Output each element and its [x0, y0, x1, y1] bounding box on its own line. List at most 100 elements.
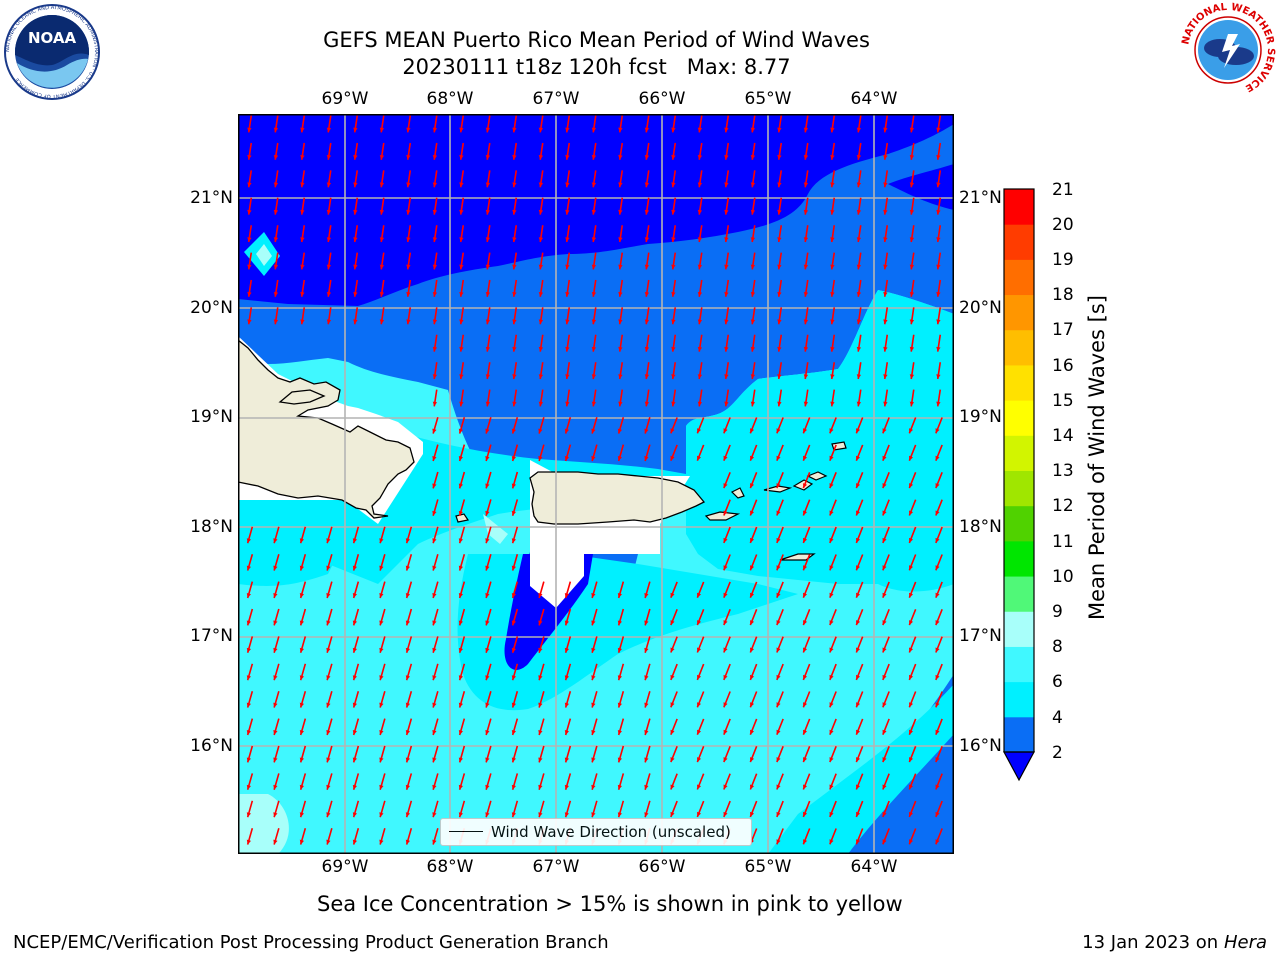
wind-wave-arrow-head	[300, 264, 305, 270]
wind-wave-arrow-head	[909, 209, 915, 215]
wind-wave-arrow-head	[352, 784, 357, 790]
wind-wave-arrow-head	[379, 319, 385, 325]
wind-wave-arrow-head	[855, 839, 861, 845]
wind-wave-arrow-head	[670, 729, 675, 735]
wind-wave-arrow-head	[565, 155, 570, 160]
wind-wave-arrow-head	[777, 319, 782, 325]
colorbar-band	[1004, 224, 1034, 260]
wind-wave-arrow-head	[299, 702, 304, 708]
wind-wave-arrow-head	[538, 812, 543, 818]
wind-wave-arrow-head	[750, 292, 756, 297]
wind-wave-arrow-head	[936, 401, 941, 407]
wind-wave-arrow-head	[485, 730, 490, 735]
wind-wave-arrow-head	[617, 730, 622, 735]
wind-wave-arrow-head	[511, 510, 516, 516]
wind-wave-arrow-head	[882, 839, 887, 845]
colorbar-band	[1004, 576, 1034, 612]
colorbar-band	[1004, 435, 1034, 471]
cbar-tick-15: 15	[1052, 391, 1074, 411]
wind-wave-arrow-head	[432, 620, 437, 626]
wind-wave-arrow-head	[379, 155, 385, 160]
wind-wave-arrow-head	[644, 675, 649, 681]
wind-wave-arrow-head	[405, 538, 410, 544]
wind-wave-arrow-head	[908, 483, 914, 489]
period-fill-lt2-north	[238, 114, 954, 306]
wind-wave-arrow-head	[246, 757, 251, 763]
wind-wave-arrow-head	[776, 565, 781, 571]
wind-wave-arrow-head	[247, 319, 252, 325]
wind-wave-arrow-head	[724, 346, 729, 352]
wind-wave-arrow-head	[644, 784, 649, 790]
wind-wave-arrow-head	[591, 675, 596, 681]
wind-wave-arrow-head	[617, 428, 622, 434]
wind-wave-arrow-head	[882, 455, 887, 461]
wind-wave-arrow-head	[802, 729, 808, 735]
wind-wave-arrow-head	[935, 839, 940, 845]
wind-wave-arrow-head	[829, 729, 834, 735]
wind-wave-arrow-head	[432, 593, 437, 598]
wind-wave-arrow-head	[512, 346, 517, 352]
wind-wave-arrow-head	[458, 593, 463, 598]
wind-wave-arrow-head	[883, 237, 888, 243]
wind-wave-arrow-head	[538, 730, 543, 735]
wind-wave-arrow-head	[749, 565, 755, 571]
wind-wave-arrow-head	[671, 264, 676, 270]
wind-wave-arrow-head	[459, 319, 464, 325]
wind-wave-arrow-head	[485, 237, 491, 243]
wind-wave-arrow-head	[644, 292, 650, 297]
wind-wave-arrow-head	[273, 127, 279, 133]
wind-wave-arrow-head	[247, 292, 252, 297]
wind-wave-arrow-head	[538, 401, 544, 407]
wind-wave-arrow-head	[670, 455, 675, 461]
wind-wave-arrow-head	[803, 374, 809, 380]
wind-wave-arrow-head	[618, 182, 623, 188]
wind-wave-arrow-head	[432, 292, 438, 297]
wind-wave-arrow-head	[352, 647, 357, 653]
wind-wave-arrow-head	[749, 537, 755, 543]
wind-wave-arrow-head	[564, 456, 569, 461]
land-vieques	[704, 511, 741, 521]
period-fill-spot-nw-core	[256, 244, 272, 266]
wind-wave-arrow-head	[723, 537, 728, 543]
colorbar-band	[1004, 611, 1034, 647]
wind-wave-arrow-head	[485, 483, 490, 489]
wind-wave-arrow-head	[432, 401, 438, 407]
wind-wave-arrow-head	[273, 237, 279, 243]
wind-wave-arrow-head	[908, 647, 914, 653]
wind-wave-arrow-head	[935, 647, 940, 653]
wind-wave-arrow-head	[723, 702, 728, 708]
wind-wave-arrow-head	[511, 483, 516, 489]
wind-wave-arrow-head	[803, 209, 809, 215]
cbar-tick-19: 19	[1052, 250, 1074, 270]
cbar-tick-13: 13	[1052, 461, 1074, 481]
wind-wave-arrow-head	[326, 182, 332, 188]
colorbar-band	[1004, 329, 1034, 366]
cbar-tick-6: 6	[1052, 672, 1063, 692]
colorbar-band	[1004, 540, 1034, 577]
wind-wave-arrow-head	[883, 319, 888, 325]
wind-wave-arrow-head	[855, 565, 861, 571]
wind-wave-arrow-head	[511, 428, 516, 434]
wind-wave-arrow-head	[326, 620, 331, 626]
wind-wave-arrow-head	[485, 319, 491, 325]
wind-wave-arrow-head	[777, 264, 782, 270]
wind-wave-arrow-head	[618, 319, 623, 325]
wind-wave-arrow-head	[882, 483, 887, 489]
wind-wave-arrow-head	[908, 729, 914, 735]
wind-wave-arrow-head	[855, 510, 861, 516]
wind-wave-arrow-head	[909, 319, 915, 325]
wind-wave-arrow-head	[750, 182, 756, 188]
wind-wave-arrow-head	[405, 757, 410, 763]
wind-wave-arrow-head	[565, 319, 570, 325]
wind-wave-arrow-head	[644, 812, 649, 818]
wind-wave-arrow-head	[591, 155, 597, 160]
map-legend: Wind Wave Direction (unscaled)	[440, 818, 752, 846]
wind-wave-arrow-head	[326, 702, 331, 708]
legend-line-sample	[449, 831, 483, 832]
wind-wave-arrow-head	[565, 182, 570, 188]
wind-wave-arrow-head	[750, 374, 756, 380]
wind-wave-arrow-head	[512, 292, 517, 297]
wind-wave-arrow-head	[776, 811, 781, 817]
svg-text:NOAA: NOAA	[28, 29, 77, 47]
map-frame	[238, 114, 954, 854]
